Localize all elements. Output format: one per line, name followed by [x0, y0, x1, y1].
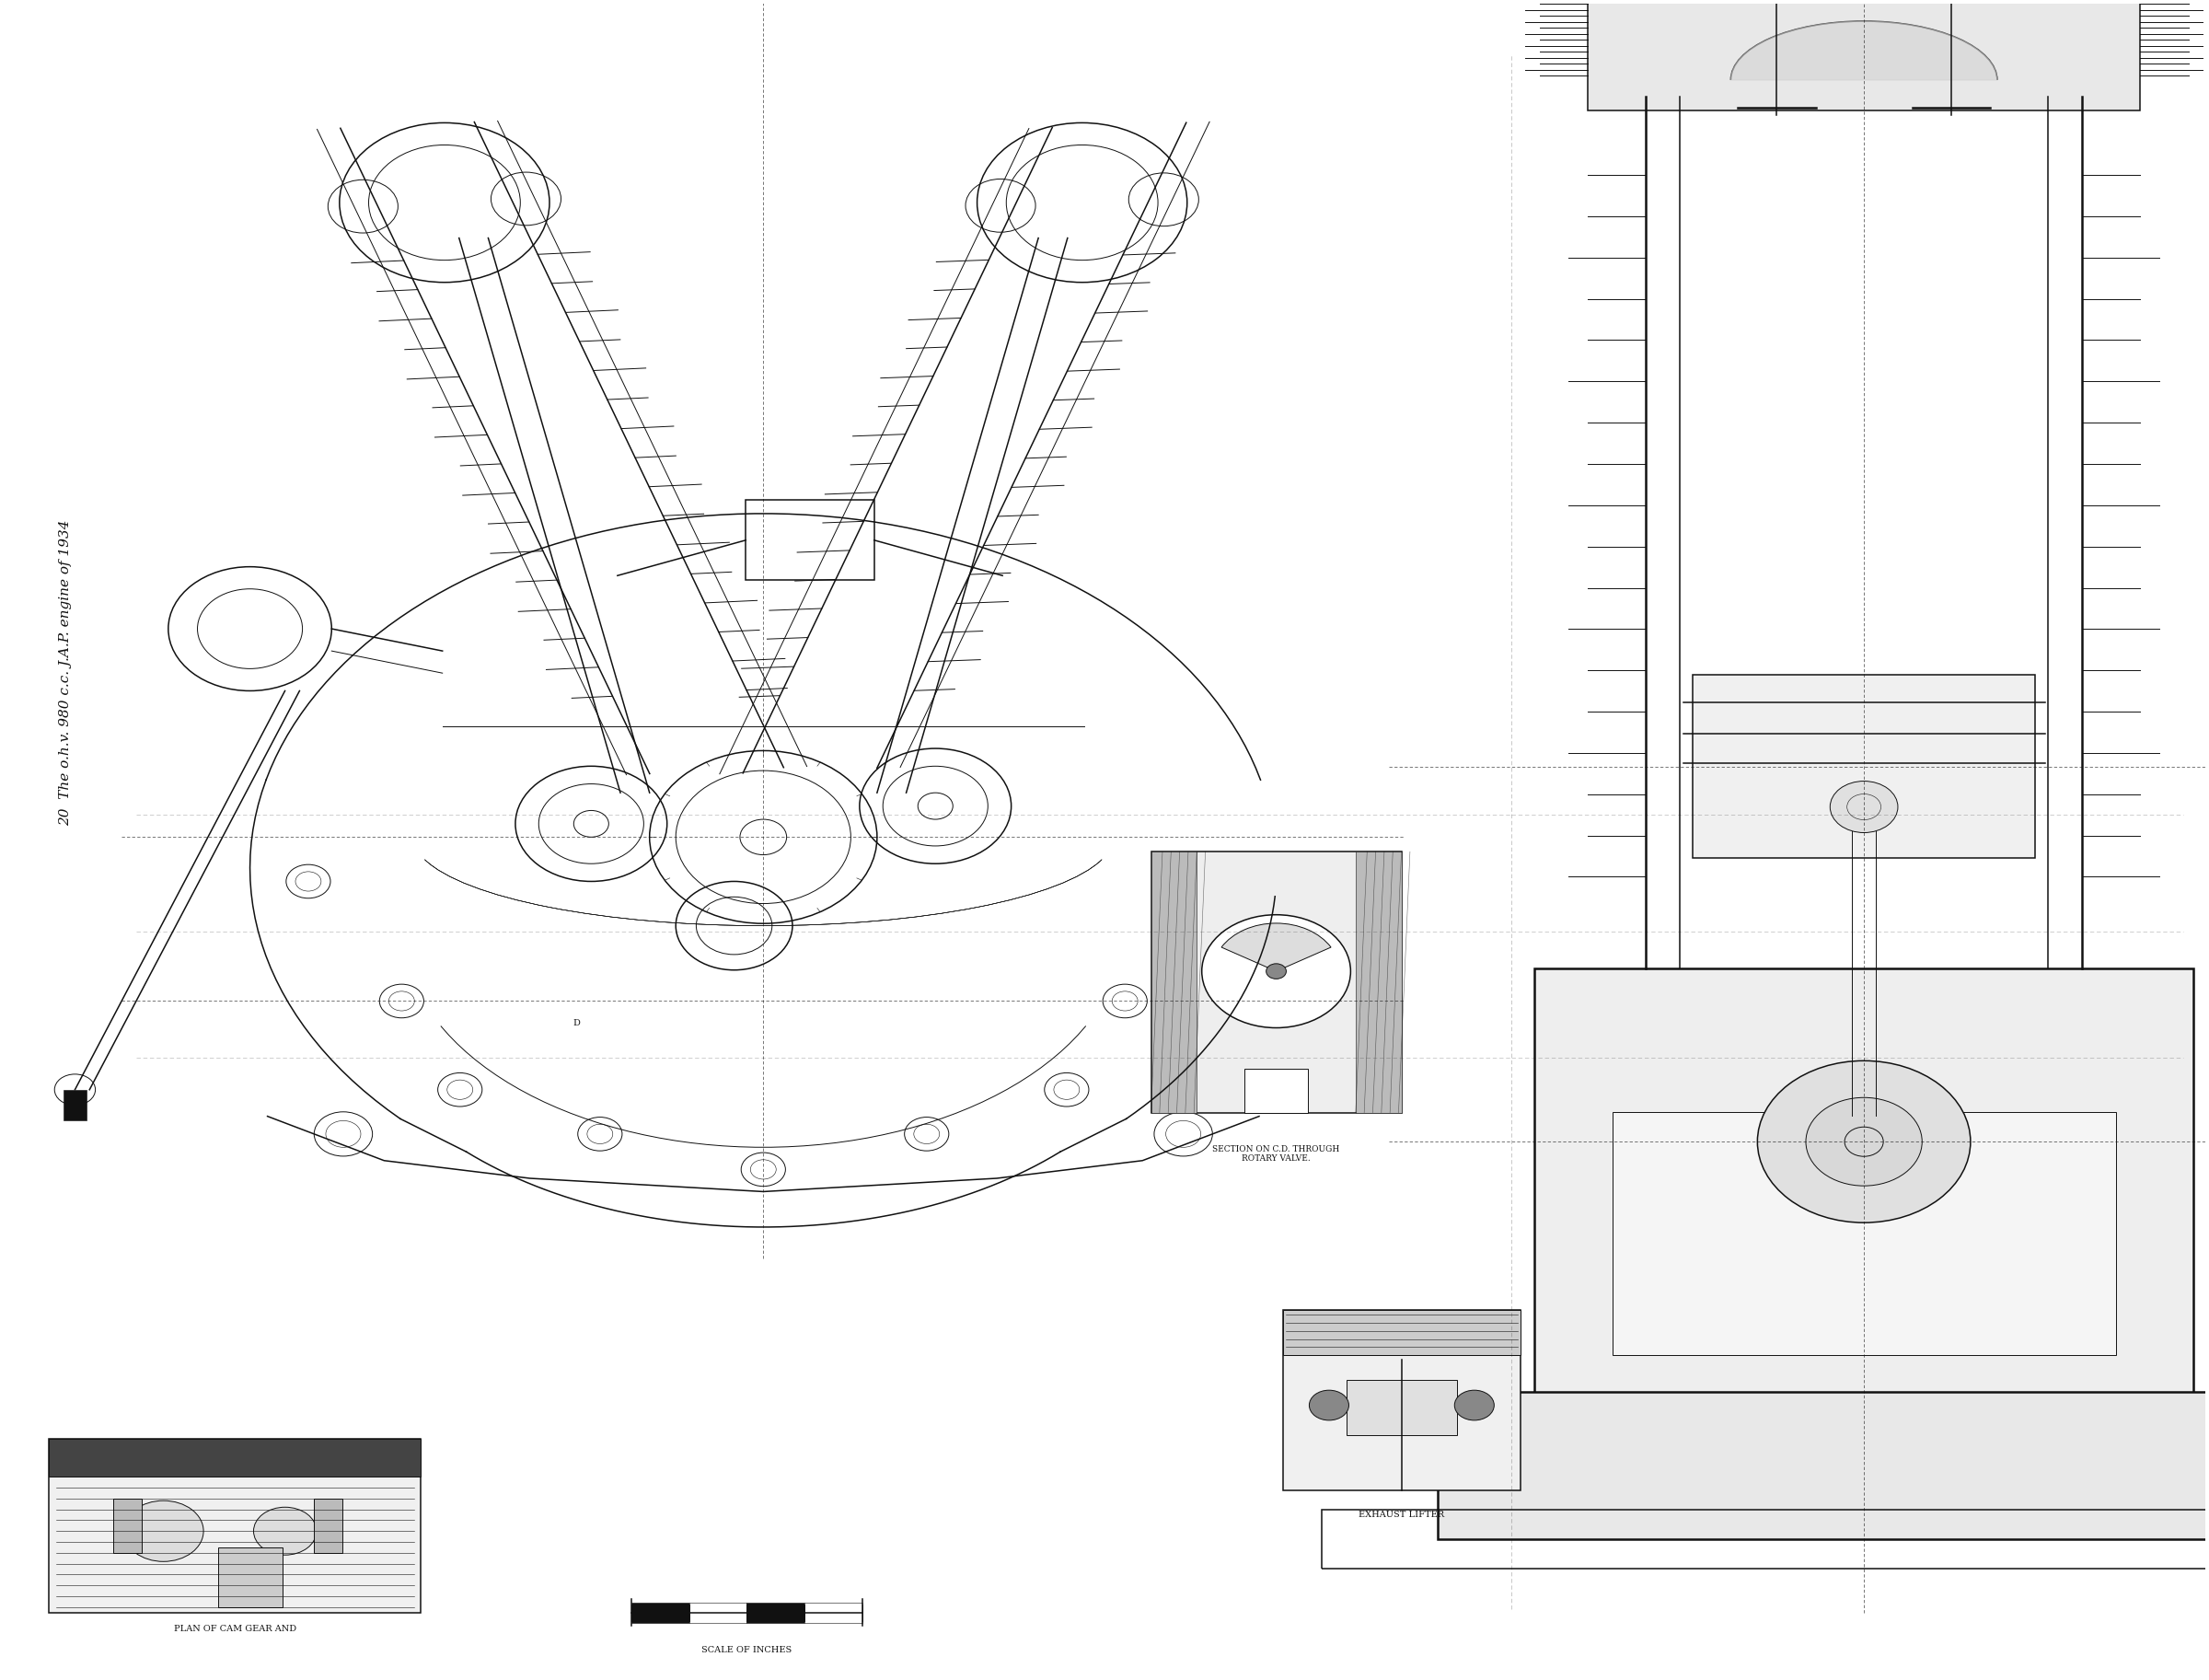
Circle shape — [1822, 1085, 1904, 1147]
Bar — [1588, 0, 2141, 111]
Bar — [1283, 1310, 1520, 1356]
Bar — [1345, 1381, 1458, 1435]
Text: D: D — [572, 1020, 581, 1028]
Bar — [113, 1499, 141, 1552]
Circle shape — [1202, 914, 1350, 1028]
Bar — [1283, 1310, 1520, 1490]
Circle shape — [124, 1500, 203, 1561]
Circle shape — [1758, 1060, 1970, 1223]
Polygon shape — [1732, 22, 1997, 81]
Bar — [1692, 674, 2034, 858]
Bar — [689, 1603, 747, 1623]
Bar — [49, 1438, 422, 1477]
Bar — [219, 1547, 283, 1608]
Bar — [747, 1603, 804, 1623]
Bar — [64, 1090, 86, 1121]
Bar — [1151, 852, 1197, 1112]
Wedge shape — [1222, 924, 1332, 971]
Bar — [1356, 852, 1401, 1112]
Text: SCALE OF INCHES: SCALE OF INCHES — [702, 1646, 793, 1655]
Circle shape — [254, 1507, 316, 1556]
Text: PLAN OF CAM GEAR AND: PLAN OF CAM GEAR AND — [175, 1625, 296, 1633]
Bar — [1438, 1391, 2209, 1539]
Bar — [314, 1499, 342, 1552]
Bar — [1535, 969, 2194, 1410]
Bar — [1613, 1112, 2116, 1356]
Bar — [49, 1438, 422, 1613]
Bar — [632, 1603, 689, 1623]
Bar — [747, 501, 875, 580]
Bar — [1244, 1068, 1308, 1112]
Circle shape — [1805, 1097, 1922, 1186]
Circle shape — [1454, 1389, 1493, 1420]
Text: SECTION ON C.D. THROUGH
ROTARY VALVE.: SECTION ON C.D. THROUGH ROTARY VALVE. — [1213, 1146, 1341, 1163]
Circle shape — [1829, 781, 1898, 833]
Text: 20  The o.h.v. 980 c.c. J.A.P. engine of 1934: 20 The o.h.v. 980 c.c. J.A.P. engine of … — [60, 519, 73, 827]
Text: EXHAUST LIFTER: EXHAUST LIFTER — [1359, 1510, 1445, 1519]
Bar — [1321, 1510, 2209, 1569]
Bar — [804, 1603, 862, 1623]
Circle shape — [1266, 964, 1286, 979]
Bar — [1151, 852, 1401, 1112]
Circle shape — [1310, 1389, 1350, 1420]
